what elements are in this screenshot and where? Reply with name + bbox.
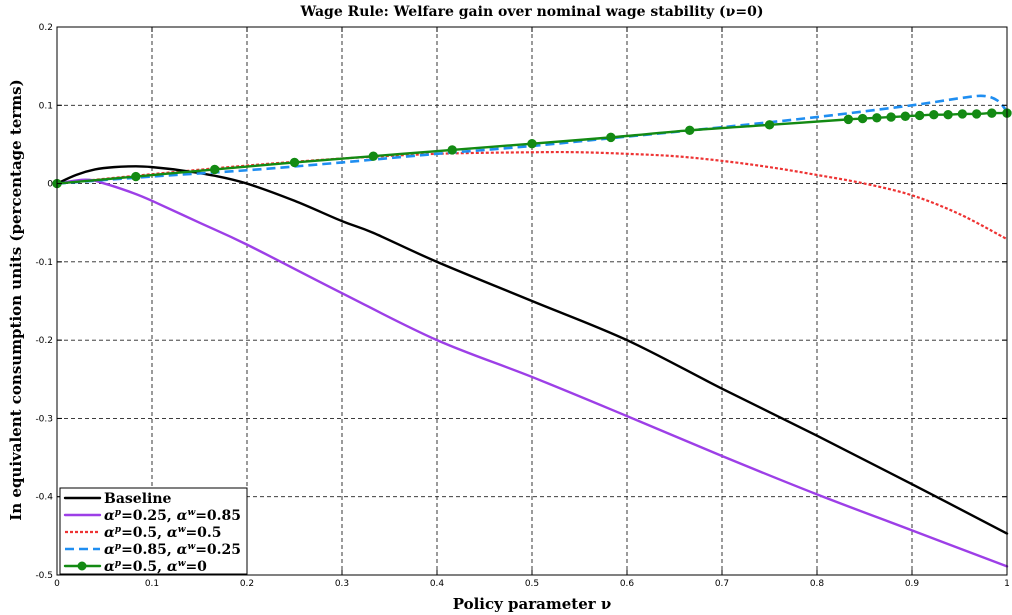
y-tick-label: 0.1 — [39, 101, 53, 111]
y-tick-label: 0.2 — [39, 23, 53, 33]
x-tick-label: 0.9 — [905, 579, 920, 589]
series-0 — [55, 165, 1009, 535]
legend-marker — [77, 561, 87, 571]
series-line — [55, 165, 1009, 535]
y-tick-label: -0.1 — [35, 258, 53, 268]
y-tick-label: -0.4 — [35, 493, 53, 503]
series-marker — [685, 125, 695, 136]
series-marker — [606, 132, 616, 143]
series-marker — [914, 110, 925, 121]
series-marker — [943, 109, 953, 120]
legend-label: αp=0.5, αw=0.5 — [104, 525, 222, 541]
x-tick-label: 0.2 — [240, 579, 254, 589]
series-marker — [843, 114, 854, 125]
plot-series — [52, 94, 1012, 568]
legend-entry: αp=0.85, αw=0.25 — [65, 542, 241, 558]
series-marker — [368, 151, 379, 161]
series-marker — [872, 113, 882, 123]
y-tick-label: -0.5 — [35, 571, 53, 581]
x-tick-label: 0.8 — [810, 579, 825, 589]
y-tick-label: 0 — [47, 180, 53, 190]
x-tick-label: 0 — [54, 579, 60, 589]
series-marker — [900, 111, 911, 121]
series-marker — [210, 164, 220, 175]
x-tick-label: 0.5 — [525, 579, 539, 589]
legend-entry: αp=0.5, αw=0.5 — [65, 525, 222, 541]
legend-entry: Baseline — [63, 491, 172, 507]
x-tick-label: 0.4 — [430, 579, 445, 589]
series-marker — [289, 157, 300, 168]
x-tick-label: 0.3 — [335, 579, 349, 589]
series-marker — [527, 138, 537, 149]
y-tick-label: -0.2 — [35, 336, 53, 346]
chart-title: Wage Rule: Welfare gain over nominal wag… — [299, 4, 763, 20]
legend-label: αp=0.85, αw=0.25 — [104, 542, 241, 558]
series-marker — [447, 145, 457, 155]
x-tick-label: 0.1 — [145, 579, 159, 589]
series-marker — [131, 171, 141, 182]
series-marker — [987, 108, 997, 118]
legend-label: αp=0.25, αw=0.85 — [104, 508, 241, 524]
series-marker — [971, 109, 982, 119]
series-marker — [929, 109, 939, 120]
series-marker — [857, 113, 868, 124]
x-tick-label: 0.7 — [715, 579, 729, 589]
legend-entry: αp=0.25, αw=0.85 — [63, 508, 241, 524]
x-tick-label: 1 — [1004, 579, 1010, 589]
series-4 — [52, 108, 1012, 189]
x-axis-label: Policy parameter ν — [453, 595, 612, 613]
series-marker — [957, 109, 968, 119]
series-line — [55, 178, 1009, 568]
series-marker — [886, 112, 896, 122]
legend-label: Baseline — [104, 491, 172, 507]
y-tick-label: -0.3 — [35, 414, 53, 424]
series-1 — [55, 178, 1009, 568]
legend-label: αp=0.5, αw=0 — [104, 559, 207, 575]
series-marker — [764, 120, 775, 130]
x-tick-label: 0.6 — [620, 579, 635, 589]
y-axis-label: In equivalent consumption units (percent… — [7, 79, 25, 520]
legend-entry: αp=0.5, αw=0 — [63, 559, 207, 575]
